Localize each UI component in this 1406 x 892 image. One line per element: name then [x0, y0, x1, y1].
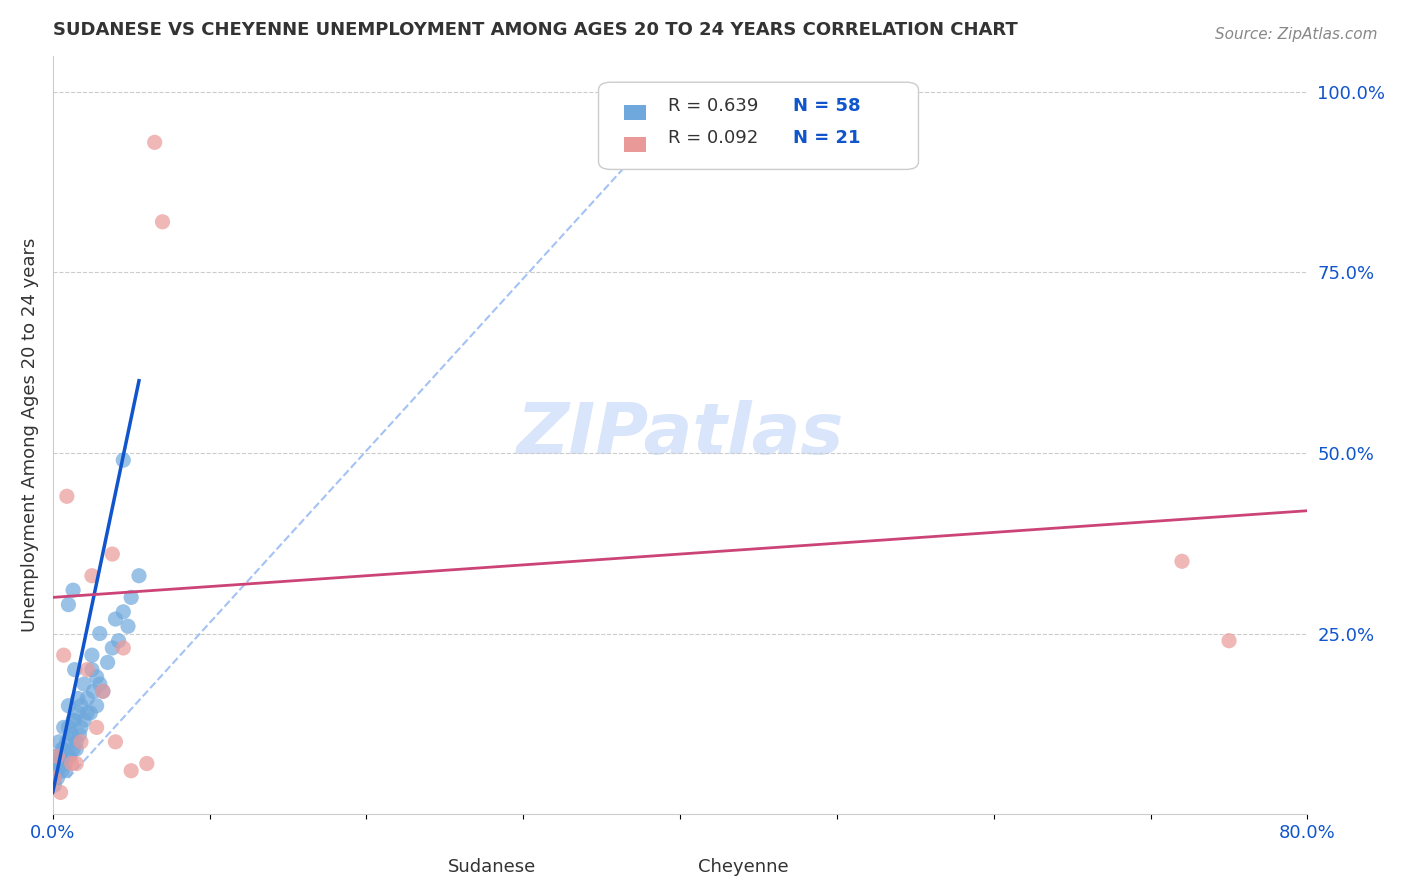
Cheyenne: [80, 568, 103, 582]
Sudanese: [65, 742, 87, 756]
Sudanese: [58, 720, 80, 734]
Sudanese: [59, 749, 82, 764]
Cheyenne: [86, 720, 108, 734]
Sudanese: [56, 749, 79, 764]
Cheyenne: [56, 489, 79, 503]
Cheyenne: [101, 547, 124, 561]
Sudanese: [66, 706, 89, 720]
Sudanese: [53, 756, 76, 771]
Sudanese: [49, 756, 72, 771]
Sudanese: [80, 648, 103, 663]
Text: R = 0.092: R = 0.092: [668, 128, 758, 146]
Text: N = 21: N = 21: [793, 128, 860, 146]
Sudanese: [62, 713, 84, 727]
Y-axis label: Unemployment Among Ages 20 to 24 years: Unemployment Among Ages 20 to 24 years: [21, 237, 39, 632]
Sudanese: [48, 756, 70, 771]
Cheyenne: [91, 684, 114, 698]
Sudanese: [49, 749, 72, 764]
Sudanese: [76, 691, 98, 706]
Sudanese: [63, 663, 86, 677]
Sudanese: [46, 771, 69, 785]
Sudanese: [56, 735, 79, 749]
Sudanese: [117, 619, 139, 633]
FancyBboxPatch shape: [681, 860, 711, 876]
Sudanese: [89, 626, 111, 640]
Cheyenne: [135, 756, 157, 771]
Sudanese: [97, 656, 120, 670]
Sudanese: [60, 728, 83, 742]
Cheyenne: [52, 648, 75, 663]
Sudanese: [58, 698, 80, 713]
Sudanese: [46, 764, 69, 778]
Sudanese: [79, 706, 101, 720]
FancyBboxPatch shape: [599, 82, 918, 169]
Text: Sudanese: Sudanese: [447, 858, 536, 876]
Sudanese: [104, 612, 127, 626]
Sudanese: [73, 713, 96, 727]
Cheyenne: [44, 771, 66, 785]
Sudanese: [66, 691, 89, 706]
Cheyenne: [1218, 633, 1240, 648]
Sudanese: [80, 663, 103, 677]
Cheyenne: [112, 640, 135, 655]
Sudanese: [52, 742, 75, 756]
Sudanese: [86, 670, 108, 684]
Sudanese: [63, 713, 86, 727]
Text: SUDANESE VS CHEYENNE UNEMPLOYMENT AMONG AGES 20 TO 24 YEARS CORRELATION CHART: SUDANESE VS CHEYENNE UNEMPLOYMENT AMONG …: [52, 21, 1018, 39]
Sudanese: [83, 684, 105, 698]
Sudanese: [67, 728, 90, 742]
Cheyenne: [104, 735, 127, 749]
Sudanese: [44, 771, 66, 785]
Cheyenne: [120, 764, 142, 778]
Sudanese: [51, 742, 73, 756]
Sudanese: [70, 698, 93, 713]
Cheyenne: [46, 749, 69, 764]
Text: Source: ZipAtlas.com: Source: ZipAtlas.com: [1215, 27, 1378, 42]
Cheyenne: [76, 663, 98, 677]
Cheyenne: [65, 756, 87, 771]
Sudanese: [58, 598, 80, 612]
Sudanese: [112, 605, 135, 619]
Text: ZIPatlas: ZIPatlas: [516, 401, 844, 469]
Cheyenne: [60, 756, 83, 771]
Sudanese: [120, 591, 142, 605]
Sudanese: [91, 684, 114, 698]
FancyBboxPatch shape: [624, 105, 645, 120]
Sudanese: [44, 778, 66, 792]
Sudanese: [70, 720, 93, 734]
Sudanese: [53, 764, 76, 778]
Sudanese: [76, 706, 98, 720]
Cheyenne: [70, 735, 93, 749]
Sudanese: [45, 749, 67, 764]
Sudanese: [128, 568, 150, 582]
Cheyenne: [143, 136, 166, 150]
Cheyenne: [1171, 554, 1194, 568]
Text: N = 58: N = 58: [793, 97, 860, 115]
FancyBboxPatch shape: [624, 136, 645, 152]
Sudanese: [89, 677, 111, 691]
Sudanese: [65, 735, 87, 749]
Sudanese: [62, 583, 84, 598]
Sudanese: [48, 735, 70, 749]
Text: Cheyenne: Cheyenne: [697, 858, 789, 876]
Cheyenne: [152, 215, 174, 229]
Sudanese: [60, 728, 83, 742]
Sudanese: [86, 698, 108, 713]
Sudanese: [112, 453, 135, 467]
Sudanese: [51, 764, 73, 778]
Sudanese: [73, 677, 96, 691]
Sudanese: [62, 742, 84, 756]
FancyBboxPatch shape: [429, 860, 461, 876]
Sudanese: [107, 633, 129, 648]
Sudanese: [45, 764, 67, 778]
Cheyenne: [49, 785, 72, 799]
Sudanese: [52, 720, 75, 734]
Text: R = 0.639: R = 0.639: [668, 97, 758, 115]
Sudanese: [101, 640, 124, 655]
